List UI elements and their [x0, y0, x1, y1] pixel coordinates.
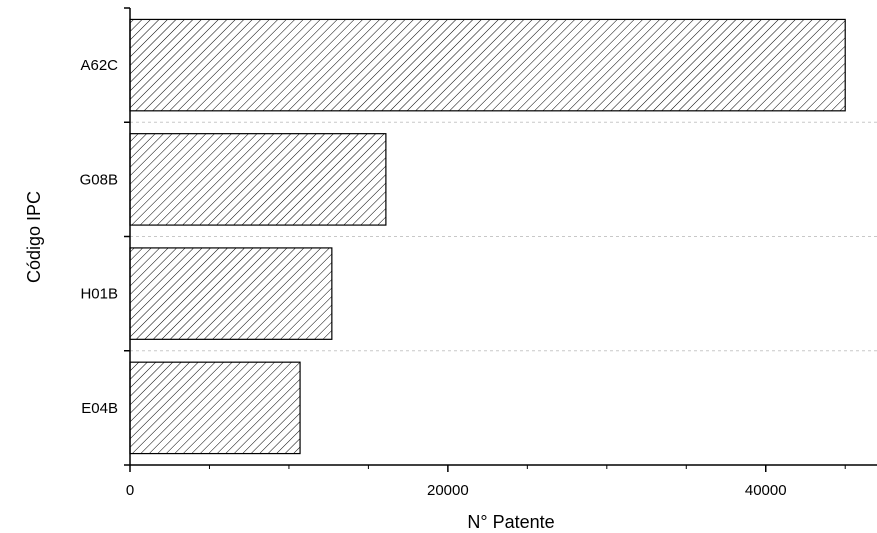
bar-g08b — [129, 133, 387, 226]
gridlines — [130, 121, 877, 352]
tick-labels: A62C G08B H01B E04B 0 20000 40000 — [80, 57, 787, 499]
x-tick-label: 20000 — [427, 482, 469, 499]
ticks — [124, 7, 846, 472]
x-tick-label: 40000 — [745, 482, 787, 499]
bar-a62c — [129, 18, 846, 112]
y-tick-label: A62C — [80, 57, 118, 74]
y-tick-label: H01B — [80, 286, 118, 303]
y-tick-label: E04B — [81, 400, 118, 417]
bars — [129, 18, 846, 455]
y-tick-label: G08B — [80, 171, 118, 188]
y-axis-title: Código IPC — [24, 191, 44, 283]
bar-h01b — [129, 247, 333, 340]
x-tick-label: 0 — [126, 482, 134, 499]
x-axis-title: N° Patente — [467, 512, 554, 532]
bar-e04b — [129, 361, 301, 455]
